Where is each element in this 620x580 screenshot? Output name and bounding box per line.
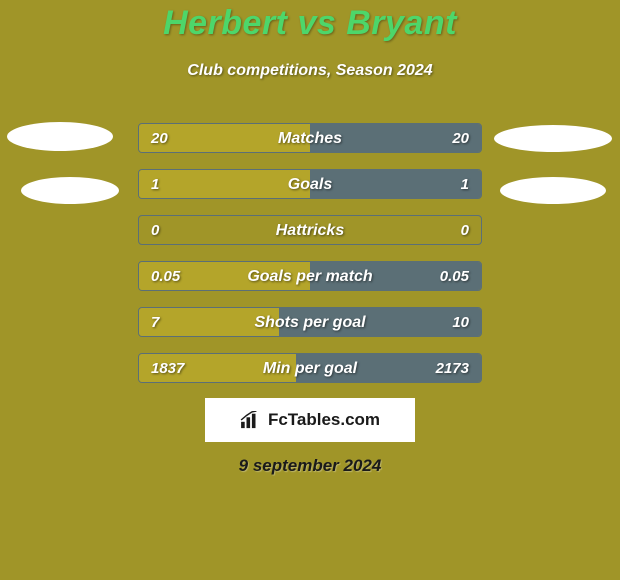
- footer-date: 9 september 2024: [0, 456, 620, 476]
- page-title: Herbert vs Bryant: [0, 4, 620, 43]
- brand-badge: FcTables.com: [205, 398, 415, 442]
- player-ellipse-3: [500, 177, 606, 204]
- stat-bar-right: [279, 308, 481, 336]
- stat-value-right: 10: [452, 308, 469, 336]
- stat-bar-left: [139, 170, 310, 198]
- stat-bar-left: [139, 308, 279, 336]
- stat-value-right: 0: [461, 216, 469, 244]
- player-ellipse-2: [494, 125, 612, 152]
- stat-label: Hattricks: [139, 216, 481, 244]
- stat-value-left: 1837: [151, 354, 184, 382]
- stat-row: 0 0Hattricks: [138, 215, 482, 245]
- stat-value-left: 7: [151, 308, 159, 336]
- stat-value-right: 1: [461, 170, 469, 198]
- brand-text: FcTables.com: [268, 410, 380, 430]
- stat-value-left: 0: [151, 216, 159, 244]
- stat-row: 0.050.05Goals per match: [138, 261, 482, 291]
- bar-chart-icon: [240, 411, 262, 429]
- player-ellipse-0: [7, 122, 113, 151]
- stat-bar-right: [310, 170, 481, 198]
- stat-value-right: 0.05: [440, 262, 469, 290]
- player-ellipse-1: [21, 177, 119, 204]
- stat-row: 11Goals: [138, 169, 482, 199]
- stat-value-right: 2173: [436, 354, 469, 382]
- stat-row: 18372173Min per goal: [138, 353, 482, 383]
- stat-row: 2020Matches: [138, 123, 482, 153]
- stat-value-left: 20: [151, 124, 168, 152]
- stat-value-left: 0.05: [151, 262, 180, 290]
- page-subtitle: Club competitions, Season 2024: [0, 62, 620, 80]
- stat-value-left: 1: [151, 170, 159, 198]
- stat-row: 710Shots per goal: [138, 307, 482, 337]
- stat-value-right: 20: [452, 124, 469, 152]
- comparison-canvas: Herbert vs Bryant Club competitions, Sea…: [0, 0, 620, 580]
